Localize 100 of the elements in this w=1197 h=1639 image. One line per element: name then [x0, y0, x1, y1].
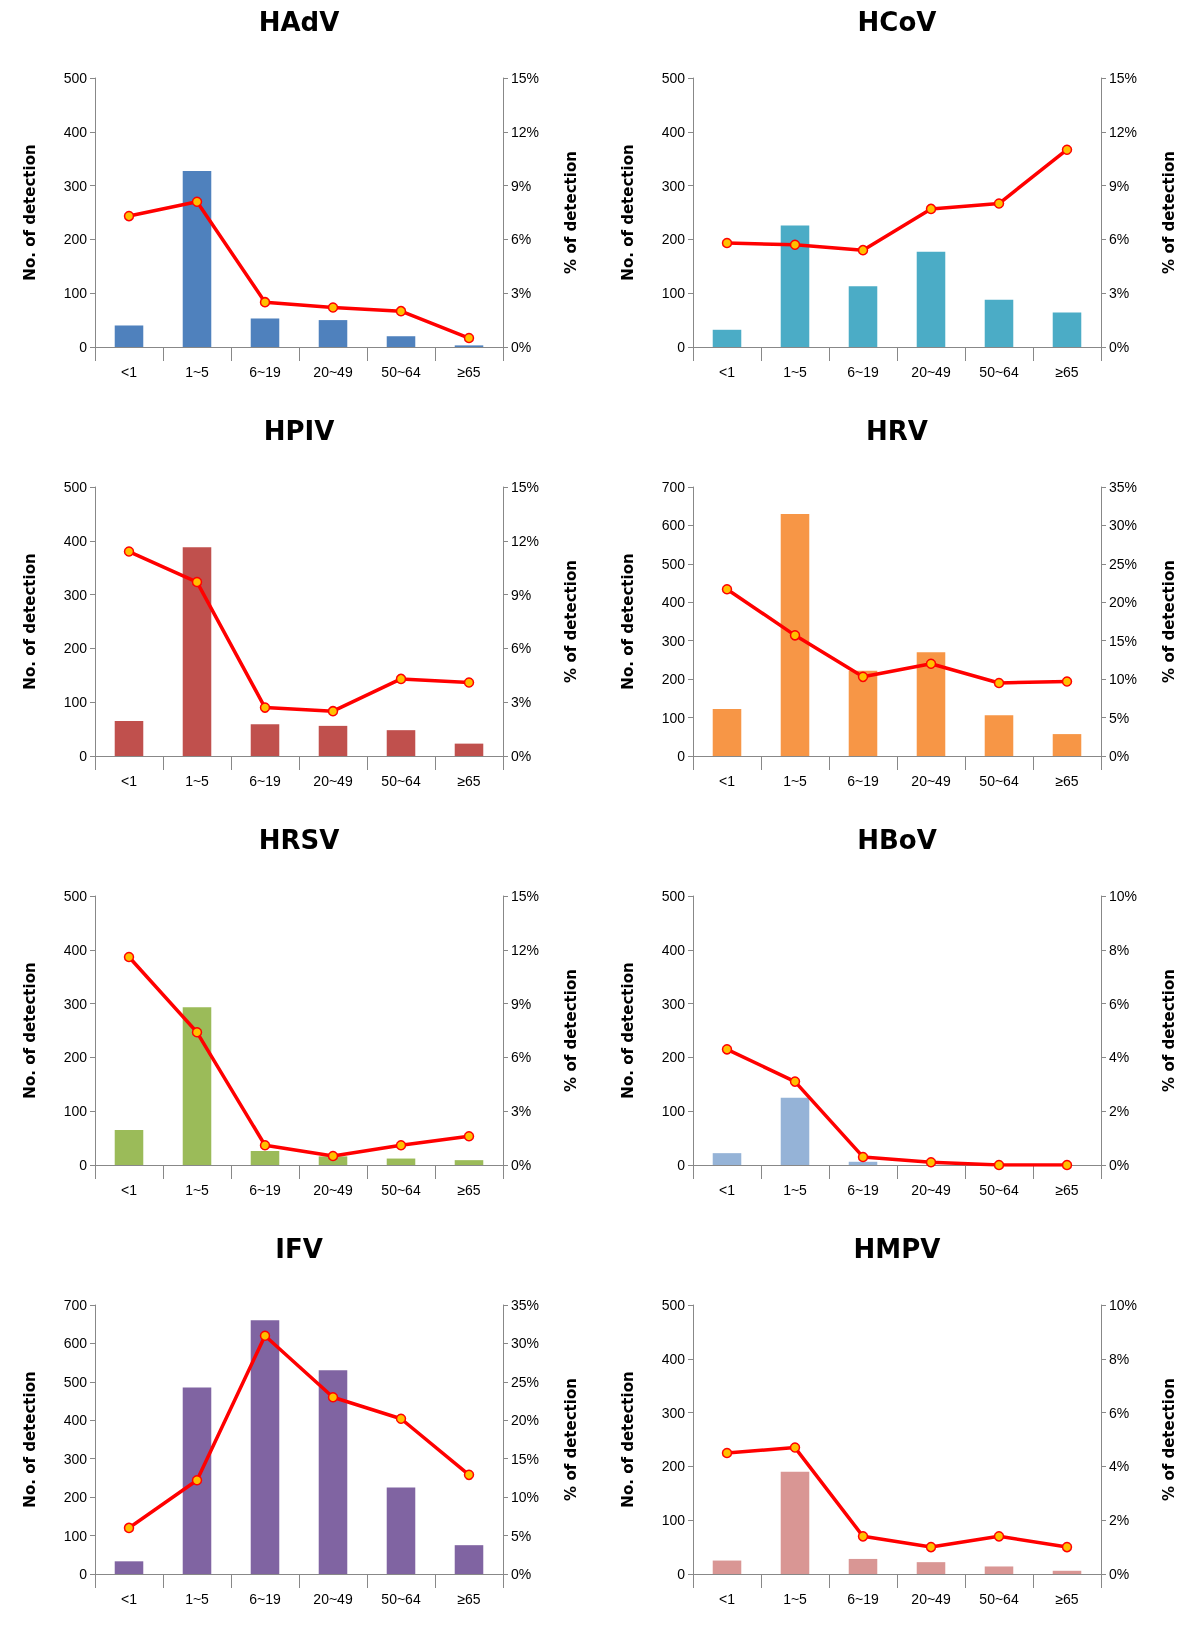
point	[925, 658, 937, 670]
bar	[916, 652, 946, 756]
y2-tick-label: 30%	[511, 1335, 540, 1352]
y-tick-label: 300	[63, 177, 88, 194]
x-tick-label: ≥65	[457, 364, 481, 380]
x-tick-label: ≥65	[457, 773, 481, 789]
y2-tick-label: 3%	[511, 694, 532, 711]
y2-tick-label: 0%	[1109, 748, 1130, 764]
y-tick-label: 500	[661, 1297, 686, 1313]
bar	[114, 1561, 144, 1574]
point	[993, 677, 1005, 689]
y2-tick-label: 4%	[1109, 1458, 1130, 1475]
bar	[848, 1161, 878, 1165]
y2-tick-label: 9%	[1109, 177, 1130, 194]
point	[463, 677, 475, 688]
y2-tick-label: 25%	[1109, 555, 1138, 572]
bar	[1052, 734, 1082, 756]
x-tick-label: ≥65	[1055, 364, 1079, 380]
bar	[454, 743, 484, 756]
bar	[712, 1153, 742, 1165]
x-tick-label: 50~64	[381, 1182, 421, 1198]
y-axis-title: No. of detection	[618, 144, 637, 281]
x-tick-label: ≥65	[457, 1182, 481, 1198]
point	[327, 1391, 339, 1403]
bar	[712, 1560, 742, 1574]
y-tick-label: 0	[677, 339, 686, 355]
bar	[182, 547, 212, 756]
point	[789, 1442, 801, 1453]
y-tick-label: 300	[661, 177, 686, 194]
y-tick-label: 600	[661, 517, 686, 534]
chart-title: HRV	[866, 416, 928, 446]
y-tick-label: 200	[661, 671, 686, 688]
y-tick-label: 400	[63, 941, 88, 958]
x-tick-label: 50~64	[979, 1182, 1019, 1198]
point	[463, 332, 475, 344]
y2-tick-label: 12%	[511, 532, 540, 549]
point	[857, 1151, 869, 1163]
y-tick-label: 200	[63, 1049, 88, 1066]
y2-tick-label: 9%	[511, 177, 532, 194]
y-axis-title: No. of detection	[618, 553, 637, 690]
point	[327, 302, 339, 313]
x-tick-label: 6~19	[249, 1182, 281, 1198]
y-tick-label: 100	[661, 1103, 686, 1120]
bar	[848, 1558, 878, 1574]
y-tick-label: 100	[63, 694, 88, 711]
point	[463, 1131, 475, 1142]
chart-title: HPIV	[263, 416, 335, 446]
x-tick-label: <1	[719, 364, 736, 380]
x-tick-label: 50~64	[381, 773, 421, 789]
y-axis-title: No. of detection	[20, 962, 39, 1099]
y-tick-label: 700	[661, 479, 686, 495]
y2-tick-label: 0%	[511, 748, 532, 764]
bar	[984, 715, 1014, 756]
chart-title: IFV	[275, 1234, 323, 1264]
y2-tick-label: 6%	[511, 231, 532, 248]
y2-tick-label: 6%	[1109, 995, 1130, 1012]
bar	[780, 225, 810, 347]
y2-tick-label: 30%	[1109, 517, 1138, 534]
point	[395, 1140, 407, 1151]
point	[123, 546, 135, 557]
point	[395, 1413, 407, 1424]
x-tick-label: 6~19	[249, 1591, 281, 1607]
y2-tick-label: 10%	[1109, 671, 1138, 688]
y-tick-label: 100	[661, 285, 686, 302]
y-tick-label: 400	[63, 532, 88, 549]
point	[259, 296, 271, 308]
y-axis-title: No. of detection	[20, 1371, 39, 1508]
y2-tick-label: 3%	[511, 285, 532, 302]
point	[327, 705, 339, 717]
point	[993, 1159, 1005, 1171]
y-tick-label: 400	[661, 594, 686, 611]
bar	[984, 299, 1014, 347]
y-tick-label: 100	[661, 1512, 686, 1529]
y2-axis-title: % of detection	[561, 1378, 580, 1501]
point	[925, 1157, 937, 1168]
bar	[114, 1130, 144, 1165]
x-tick-label: 6~19	[847, 364, 879, 380]
point	[925, 1541, 937, 1553]
x-tick-label: <1	[121, 1182, 138, 1198]
x-tick-label: <1	[121, 1591, 138, 1607]
y2-tick-label: 4%	[1109, 1049, 1130, 1066]
bar	[250, 1151, 280, 1165]
x-tick-label: 1~5	[185, 1591, 210, 1607]
y2-tick-label: 6%	[1109, 231, 1130, 248]
y2-axis-title: % of detection	[1159, 969, 1178, 1092]
y-tick-label: 500	[63, 888, 88, 904]
point	[721, 583, 733, 595]
point	[857, 1531, 869, 1542]
x-tick-label: 50~64	[979, 364, 1019, 380]
bar	[250, 318, 280, 347]
y2-tick-label: 12%	[1109, 123, 1138, 140]
point	[395, 305, 407, 317]
y2-tick-label: 6%	[1109, 1404, 1130, 1421]
y2-tick-label: 2%	[1109, 1512, 1130, 1529]
y2-tick-label: 10%	[1109, 888, 1138, 904]
y2-tick-label: 20%	[1109, 594, 1138, 611]
y-tick-label: 200	[661, 1458, 686, 1475]
y-tick-label: 500	[661, 888, 686, 904]
y2-axis-title: % of detection	[1159, 151, 1178, 274]
chart-title: HMPV	[853, 1234, 941, 1264]
